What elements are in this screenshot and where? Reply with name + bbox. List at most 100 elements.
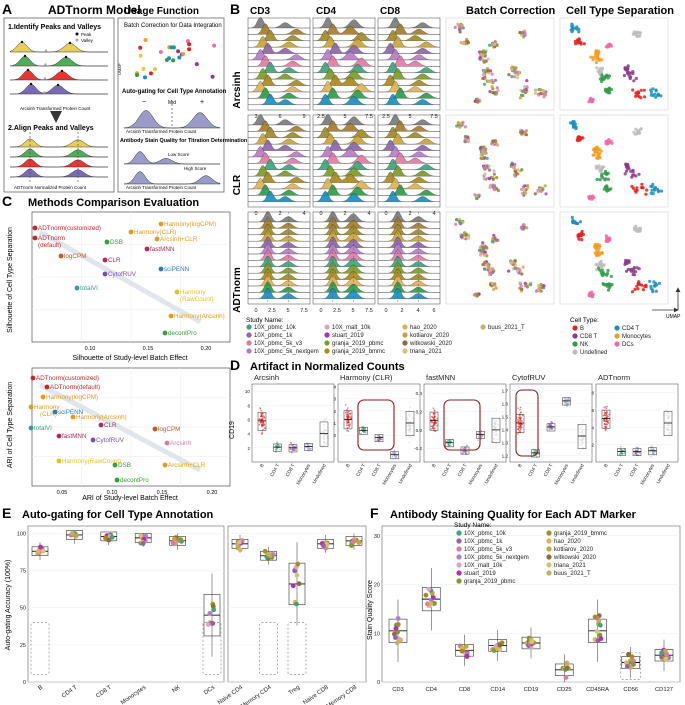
- e-study-point: [106, 537, 112, 543]
- umap-cell-dot: [641, 288, 646, 292]
- f-legend-dot-icon: [546, 570, 552, 576]
- umap-cell-dot: [490, 281, 494, 286]
- umap-cell-dot: [654, 89, 658, 93]
- umap-cell-dot: [492, 233, 496, 238]
- c-bottom-point: [112, 462, 118, 468]
- d-jitter-point: [521, 414, 524, 417]
- d-box: [531, 449, 540, 458]
- f-study-point: [564, 665, 570, 671]
- f-category-label: CD19: [524, 687, 539, 693]
- d-ytick-label: 1.4: [502, 428, 509, 433]
- f-ytick-label: 10: [374, 631, 380, 637]
- d-jitter-point: [261, 423, 263, 426]
- umap-cell-dot: [512, 166, 516, 170]
- ridge-density-curve: [378, 230, 440, 242]
- e-study-point: [109, 534, 115, 540]
- d-jitter-point: [582, 438, 584, 441]
- d-jitter-point: [431, 426, 434, 428]
- usage-umap-dot: [158, 50, 163, 54]
- d-category-label: Monocytes: [467, 462, 484, 486]
- umap-cell-dot: [624, 269, 629, 273]
- d-jitter-point: [668, 412, 670, 415]
- d-jitter-point: [582, 429, 584, 432]
- umap-cell-dot: [577, 30, 581, 34]
- d-jitter-point: [651, 452, 654, 455]
- valley-legend-label: Valley: [81, 38, 94, 43]
- umap-cell-dot: [475, 197, 479, 201]
- umap-cell-dot: [523, 85, 527, 89]
- umap-cell-dot: [596, 57, 600, 61]
- d-jitter-point: [579, 443, 582, 446]
- d-jitter-point: [260, 410, 263, 412]
- umap-cell-dot: [491, 183, 495, 187]
- e-study-point: [35, 549, 41, 554]
- d-box: [546, 423, 556, 432]
- c-top-point: [102, 257, 108, 263]
- d-jitter-point: [290, 442, 293, 444]
- d-box: [491, 417, 501, 443]
- ridge-density-curve: [248, 120, 311, 132]
- cell-type-separation-title: Cell Type Separation: [566, 5, 674, 17]
- umap-cell-dot: [637, 172, 641, 176]
- d-jitter-point: [517, 425, 519, 428]
- e-study-point: [140, 541, 146, 546]
- umap-cell-dot: [488, 268, 493, 272]
- d-jitter-point: [517, 407, 519, 410]
- umap-cell-dot: [490, 78, 494, 82]
- e-study-point: [296, 581, 302, 587]
- umap-cell-dot: [482, 166, 486, 170]
- d-jitter-point: [517, 418, 519, 421]
- panel-c-title: Methods Comparison Evaluation: [28, 197, 199, 209]
- d-jitter-point: [259, 407, 262, 409]
- peak-dot-3: [29, 82, 33, 86]
- umap-cell-dot: [654, 289, 658, 293]
- d-jitter-point: [493, 434, 495, 437]
- ridge-density-curve: [313, 190, 375, 202]
- d-jitter-point: [494, 427, 497, 430]
- umap-cell-dot: [491, 140, 495, 144]
- f-legend-label: 10X_pbmc_1k: [464, 539, 503, 545]
- c-top-xtick-2: 0.20: [201, 346, 212, 352]
- celltype-legend-label: CD4 T: [622, 326, 640, 332]
- d-jitter-point: [349, 423, 351, 425]
- d-jitter-point: [551, 428, 554, 430]
- umap-cell-dot: [604, 234, 608, 238]
- d-jitter-point: [431, 421, 434, 424]
- umap-cell-dot: [641, 186, 645, 190]
- usage-umap-dot: [210, 74, 215, 79]
- d-jitter-point: [436, 417, 439, 420]
- umap-cell-dot: [571, 218, 575, 222]
- d-jitter-point: [517, 428, 520, 430]
- umap-cell-dot: [629, 169, 633, 173]
- d-jitter-point: [434, 430, 437, 433]
- umap-cell-dot: [479, 253, 483, 257]
- f-legend-dot-icon: [546, 546, 552, 552]
- f-study-point: [597, 622, 603, 628]
- umap-cell-dot: [482, 177, 486, 181]
- d-box: [617, 448, 626, 456]
- umap-cell-dot: [631, 88, 635, 92]
- d-jitter-point: [277, 445, 279, 448]
- d-jitter-point: [347, 417, 349, 419]
- umap-cell-dot: [490, 85, 494, 89]
- ridge-density-curve: [313, 171, 375, 183]
- umap-cell-dot: [484, 59, 488, 63]
- umap-cell-dot: [487, 266, 491, 270]
- umap-cell-dot: [481, 150, 485, 154]
- ridge-density-curve: [378, 243, 440, 255]
- panel-b-letter: B: [230, 1, 240, 17]
- ridge-density-curve: [378, 152, 440, 164]
- ridge-tick-label: 2.5: [268, 308, 276, 314]
- c-top-xtick-1: 0.15: [143, 346, 154, 352]
- umap-panel-1-0: [445, 114, 555, 208]
- umap-cell-dot: [490, 72, 494, 76]
- usage-umap-dot: [212, 43, 217, 48]
- umap-cell-dot: [484, 147, 488, 152]
- d-jitter-point: [307, 448, 310, 451]
- umap-cell-dot: [600, 73, 604, 77]
- stain-low-label: Low Score: [168, 152, 190, 157]
- umap-cell-dot: [649, 93, 653, 97]
- d-jitter-point: [305, 446, 307, 449]
- study-legend-dot-icon: [402, 340, 408, 346]
- d-jitter-point: [566, 402, 569, 404]
